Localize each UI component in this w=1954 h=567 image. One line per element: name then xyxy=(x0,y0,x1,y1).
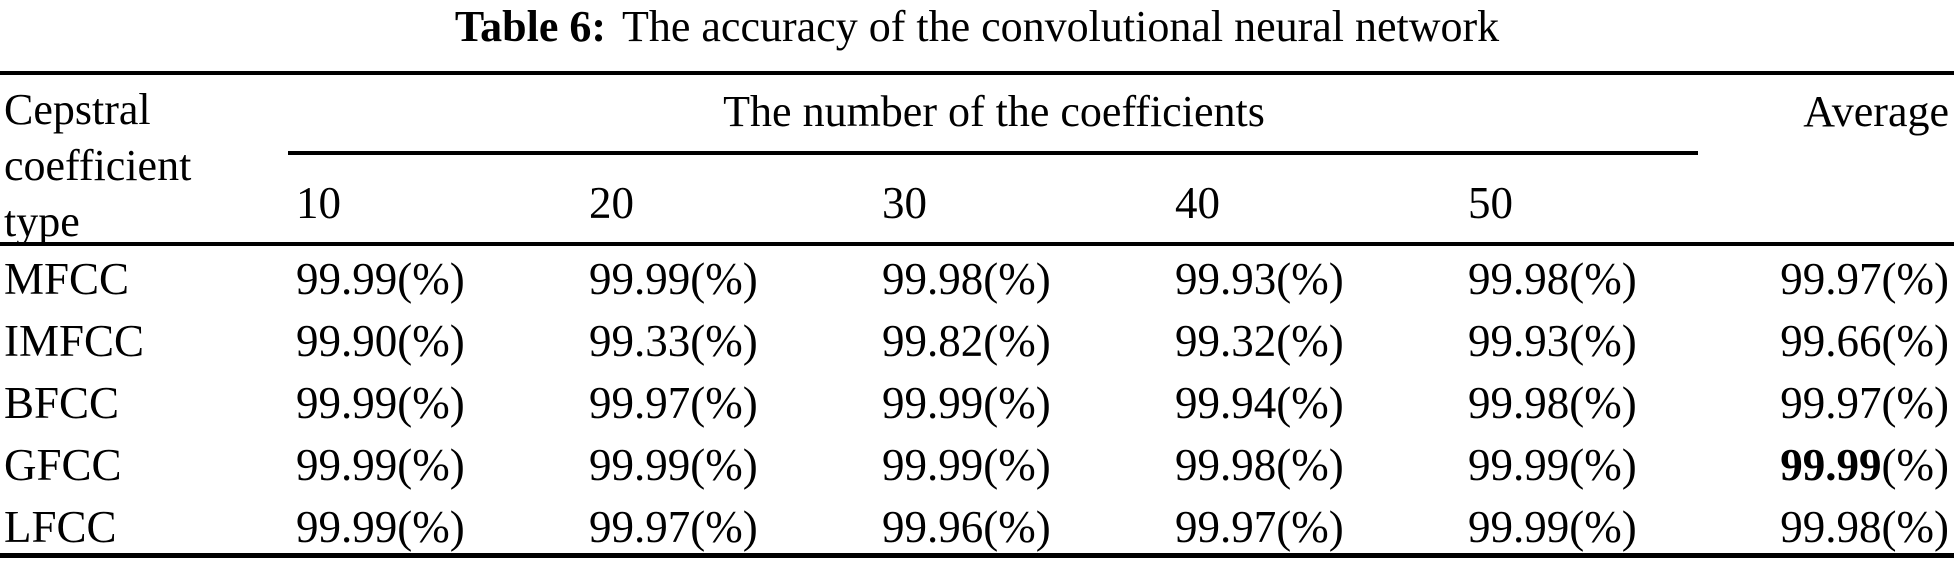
table-cell: 99.98(%) xyxy=(882,254,1051,304)
table-cell: 99.33(%) xyxy=(589,316,758,366)
table-cell-average-best: 99.99(%) xyxy=(1780,434,1949,496)
table-top-rule xyxy=(0,71,1954,75)
table-row-bfcc: BFCC 99.99(%) 99.97(%) 99.99(%) 99.94(%)… xyxy=(0,372,1954,434)
table-cell: 99.97(%) xyxy=(1175,502,1344,552)
table-cell: 99.99(%) xyxy=(882,440,1051,490)
best-average-value: 99.99 xyxy=(1780,440,1882,490)
table-cell: 99.93(%) xyxy=(1468,316,1637,366)
row-header: IMFCC xyxy=(4,316,145,366)
table-cell: 99.98(%) xyxy=(1468,378,1637,428)
table-cell-average: 99.97(%) xyxy=(1780,254,1949,304)
table-cell: 99.99(%) xyxy=(589,254,758,304)
table-row-lfcc: LFCC 99.99(%) 99.97(%) 99.96(%) 99.97(%)… xyxy=(0,496,1954,558)
table-cell: 99.99(%) xyxy=(296,502,465,552)
table-row-imfcc: IMFCC 99.90(%) 99.33(%) 99.82(%) 99.32(%… xyxy=(0,310,1954,372)
table-cell: 99.99(%) xyxy=(296,254,465,304)
table-caption: Table 6: The accuracy of the convolutiona… xyxy=(0,0,1954,54)
column-header-20: 20 xyxy=(589,178,634,228)
column-header-50: 50 xyxy=(1468,178,1513,228)
header-bottom-rule xyxy=(0,242,1954,246)
column-header-average: Average xyxy=(1803,87,1949,136)
table-caption-text: The accuracy of the convolutional neural… xyxy=(622,2,1500,51)
table-cell: 99.99(%) xyxy=(296,440,465,490)
table-cell: 99.94(%) xyxy=(1175,378,1344,428)
row-header: GFCC xyxy=(4,440,122,490)
table-cell: 99.82(%) xyxy=(882,316,1051,366)
table-cell-average: 99.98(%) xyxy=(1780,502,1949,552)
table-cell: 99.97(%) xyxy=(589,502,758,552)
table-cell: 99.99(%) xyxy=(882,378,1051,428)
column-group-header-number-of-coefficients: The number of the coefficients xyxy=(723,87,1265,136)
table-row-mfcc: MFCC 99.99(%) 99.99(%) 99.98(%) 99.93(%)… xyxy=(0,248,1954,310)
table-cell: 99.32(%) xyxy=(1175,316,1344,366)
table-cell: 99.99(%) xyxy=(296,378,465,428)
table-row-gfcc: GFCC 99.99(%) 99.99(%) 99.99(%) 99.98(%)… xyxy=(0,434,1954,496)
table-bottom-rule xyxy=(0,553,1954,558)
table-cell: 99.98(%) xyxy=(1468,254,1637,304)
table-cell: 99.99(%) xyxy=(589,440,758,490)
group-header-underline-rule xyxy=(288,151,1698,155)
table-cell: 99.99(%) xyxy=(1468,440,1637,490)
row-header: LFCC xyxy=(4,502,117,552)
column-header-10: 10 xyxy=(296,178,341,228)
table-cell: 99.99(%) xyxy=(1468,502,1637,552)
best-average-unit: (%) xyxy=(1881,440,1949,490)
table-cell: 99.97(%) xyxy=(589,378,758,428)
table-cell: 99.96(%) xyxy=(882,502,1051,552)
column-header-40: 40 xyxy=(1175,178,1220,228)
table-cell-average: 99.97(%) xyxy=(1780,378,1949,428)
row-header: MFCC xyxy=(4,254,130,304)
column-header-cepstral-coefficient-type: Cepstral coefficient type xyxy=(4,85,192,246)
column-header-30: 30 xyxy=(882,178,927,228)
table-cell: 99.98(%) xyxy=(1175,440,1344,490)
table-cell: 99.90(%) xyxy=(296,316,465,366)
table-caption-label: Table 6: xyxy=(454,2,606,51)
table-cell: 99.93(%) xyxy=(1175,254,1344,304)
row-header: BFCC xyxy=(4,378,120,428)
table-cell-average: 99.66(%) xyxy=(1780,316,1949,366)
